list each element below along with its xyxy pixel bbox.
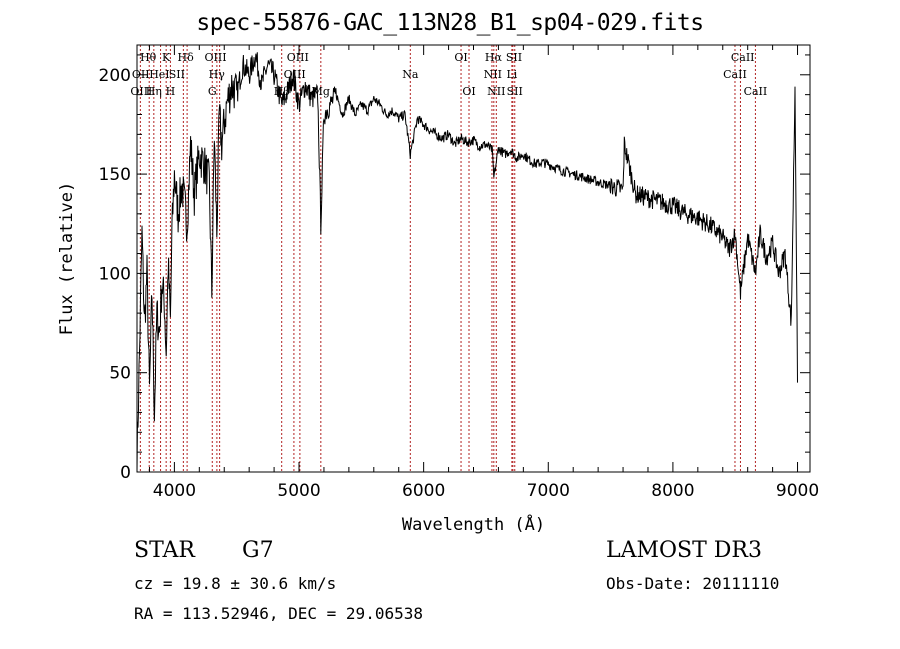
spectral-line-label: SII <box>169 68 185 81</box>
spectral-line-label: OIII <box>287 51 309 64</box>
spectral-line-label: SII <box>506 51 522 64</box>
plot-frame <box>136 44 811 473</box>
spectral-line-label: SII <box>507 85 523 98</box>
observation-date: Obs-Date: 20111110 <box>606 574 780 593</box>
spectral-line-label: Hθ <box>140 51 157 64</box>
spectral-line-label: G <box>208 85 217 98</box>
spectral-line-label: CaII <box>744 85 768 98</box>
spectral-line-label: Hγ <box>209 68 226 81</box>
spectral-line-label: OIII <box>130 85 152 98</box>
x-tick-label: 5000 <box>277 481 320 501</box>
y-tick-label: 150 <box>99 165 131 185</box>
spectral-line-label: OIII <box>284 68 306 81</box>
spectral-line-label: Hβ <box>274 85 290 98</box>
y-tick-label: 0 <box>120 463 131 483</box>
survey-name: LAMOST DR3 <box>606 538 762 563</box>
x-axis-label: Wavelength (Å) <box>402 513 545 535</box>
object-class: STAR <box>134 538 195 563</box>
spectral-line-label: NII <box>487 85 505 98</box>
spectral-line-label: HeI <box>149 68 169 81</box>
coordinates: RA = 113.52946, DEC = 29.06538 <box>134 604 423 623</box>
spectrum-series-line <box>136 52 798 473</box>
spectral-line-label: CaII <box>731 51 755 64</box>
y-tick-label: 200 <box>99 66 131 86</box>
spectral-line-label: Hη <box>146 85 162 98</box>
spectral-line-label: K <box>162 51 171 64</box>
spectral-line-label: CaII <box>723 68 747 81</box>
spectral-line-label: OI <box>462 85 475 98</box>
spectral-line-label: NII <box>484 68 502 81</box>
x-tick-label: 6000 <box>402 481 445 501</box>
spectral-line-label: Na <box>402 68 419 81</box>
spectral-line-label: Li <box>506 68 517 81</box>
spectral-line-label: H <box>166 85 176 98</box>
spectral-line-label: OII <box>132 68 150 81</box>
spectral-line-label: Hα <box>485 51 503 64</box>
y-axis-label: Flux (relative) <box>57 182 77 336</box>
spectral-line-label: Mg <box>312 85 330 98</box>
x-tick-label: 7000 <box>527 481 570 501</box>
spectral-line-label: OIII <box>204 51 226 64</box>
object-subclass: G7 <box>242 538 274 563</box>
chart-title: spec-55876-GAC_113N28_B1_sp04-029.fits <box>196 10 704 36</box>
spectral-line-label: OI <box>454 51 467 64</box>
redshift-velocity: cz = 19.8 ± 30.6 km/s <box>134 574 337 593</box>
spectral-line-label: Hδ <box>177 51 194 64</box>
x-tick-label: 8000 <box>651 481 694 501</box>
x-tick-label: 9000 <box>776 481 819 501</box>
y-tick-label: 50 <box>109 364 131 384</box>
y-tick-label: 100 <box>99 264 131 284</box>
x-tick-label: 4000 <box>153 481 196 501</box>
